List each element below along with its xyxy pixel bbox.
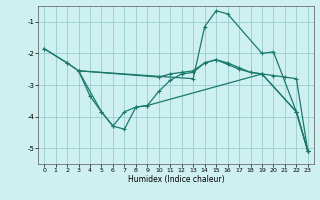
X-axis label: Humidex (Indice chaleur): Humidex (Indice chaleur) [128,175,224,184]
